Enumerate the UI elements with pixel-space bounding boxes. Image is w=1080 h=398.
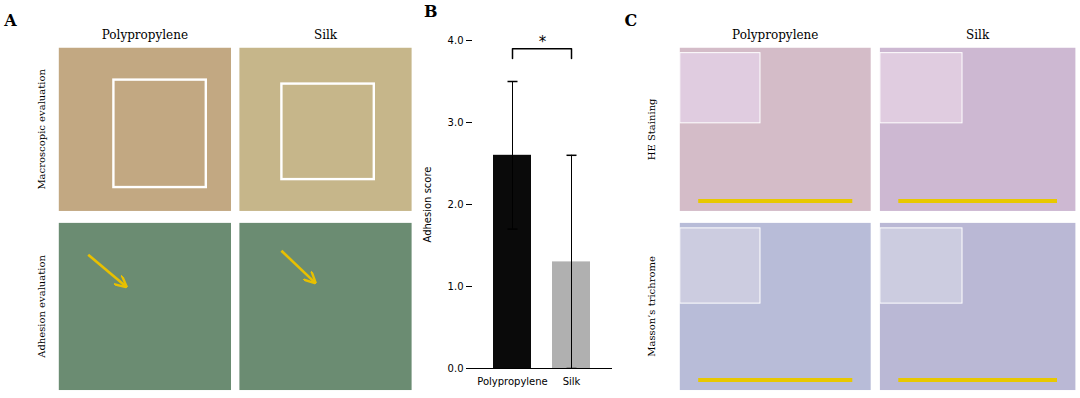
svg-text:Masson’s trichrome: Masson’s trichrome [646,256,657,357]
svg-text:Silk: Silk [563,376,581,387]
html-text:B: B [424,2,438,21]
svg-text:Polypropylene: Polypropylene [732,28,818,42]
svg-text:1.0: 1.0 [448,281,464,292]
svg-text:Adhesion evaluation: Adhesion evaluation [36,255,47,359]
svg-text:4.0: 4.0 [448,35,464,46]
svg-text:Adhesion score: Adhesion score [422,167,433,243]
svg-text:Silk: Silk [966,28,990,42]
svg-text:Polypropylene: Polypropylene [102,28,188,42]
svg-text:HE Staining: HE Staining [646,98,657,160]
svg-text:C: C [625,11,638,30]
svg-text:3.0: 3.0 [448,117,464,128]
svg-text:Silk: Silk [314,28,338,42]
svg-text:Polypropylene: Polypropylene [477,376,548,387]
svg-text:Macroscopic evaluation: Macroscopic evaluation [36,69,47,190]
svg-text:A: A [3,11,17,30]
svg-text:2.0: 2.0 [448,199,464,210]
svg-text:*: * [539,33,547,51]
svg-text:0.0: 0.0 [448,363,464,374]
